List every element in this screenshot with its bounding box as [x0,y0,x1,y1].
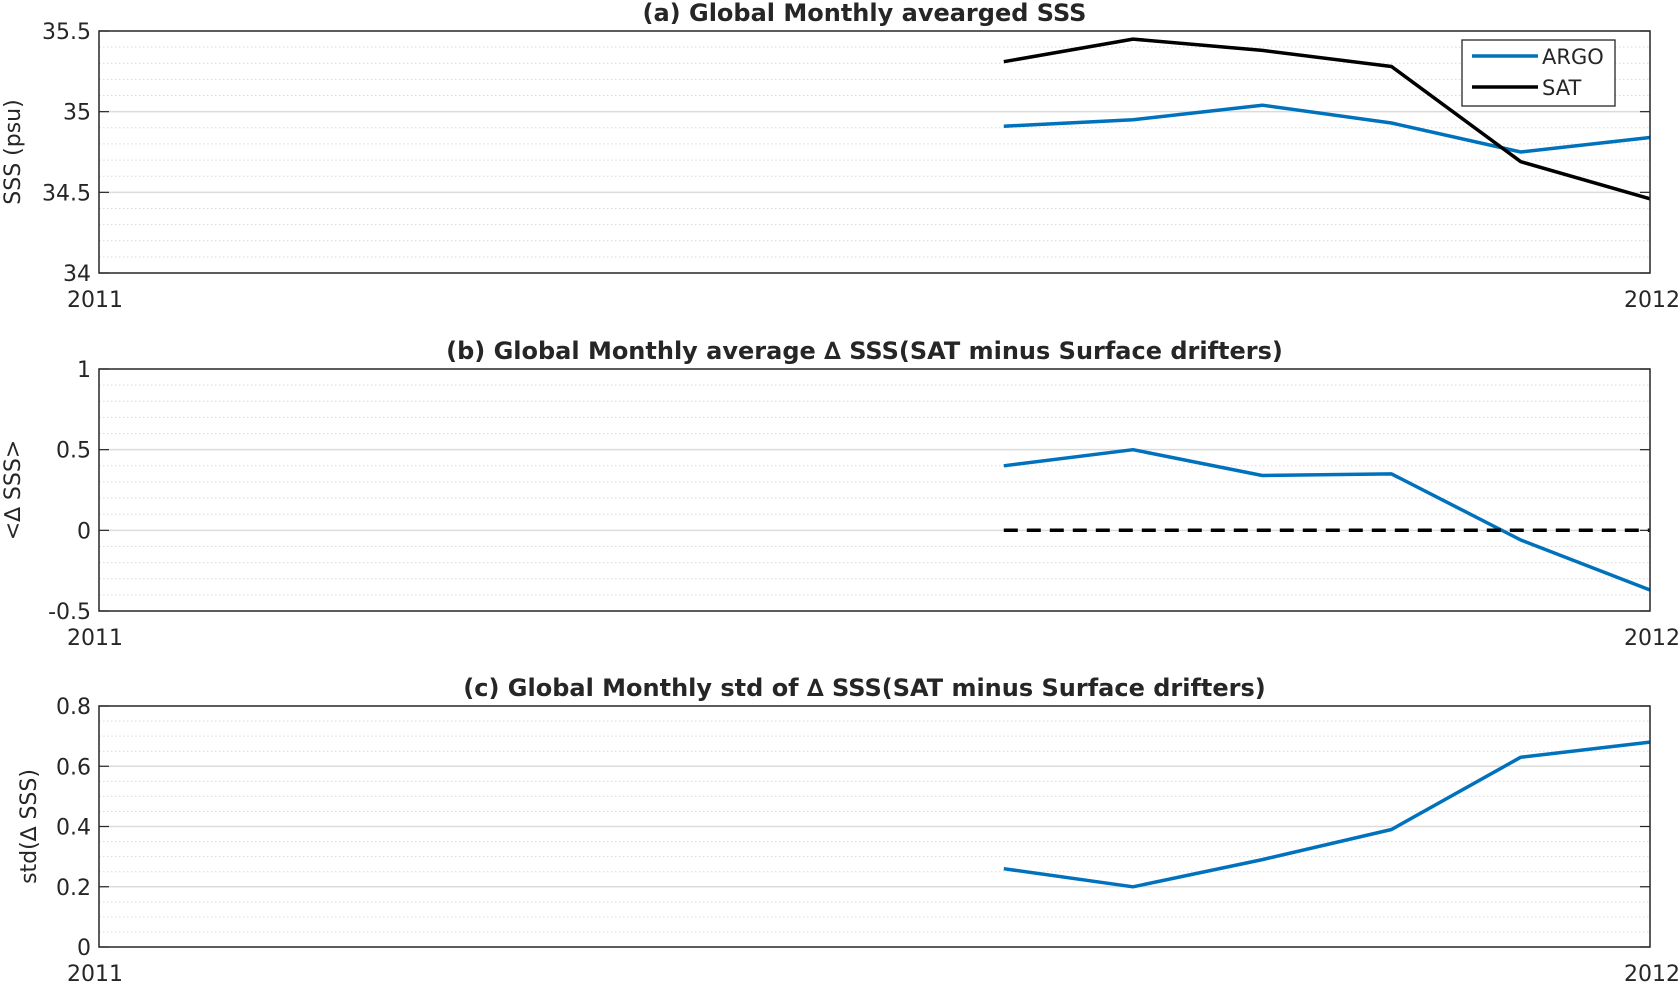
series-line-0 [1003,447,1651,592]
axes-box [98,368,1651,612]
y-tick-label: 35.5 [42,20,91,45]
series-line-argo [1003,103,1651,154]
x-tick-label: 2011 [67,962,123,982]
panel-b: -0.5 0 0.5 1 2011 2012 (b) Global Monthly aver… [1,337,1679,651]
x-tick-label: 2012 [1624,288,1679,313]
series-line-0 [1003,740,1651,889]
y-axis-label: SSS (psu) [1,99,26,204]
panel-c: 0 0.2 0.4 0.6 0.8 2011 2012 (c) Global Monthly … [17,674,1679,982]
legend-box [1461,39,1616,107]
legend-label-sat: SAT [1542,76,1581,100]
y-tick-label: 0 [77,936,91,961]
chart-title: (c) Global Monthly std of ∆ SSS(SAT minu… [463,674,1265,702]
panel-a: 34 34.5 35 35.5 2011 2012 (a) Global Monthly a… [1,0,1679,313]
series-line-sat [1003,37,1651,201]
y-tick-label: 0.5 [56,439,91,464]
x-tick-label: 2011 [67,288,123,313]
chart-title: (b) Global Monthly average ∆ SSS(SAT min… [446,337,1283,365]
x-tick-label: 2011 [67,626,123,651]
y-tick-label: 35 [63,101,91,126]
y-tick-label: -0.5 [48,600,91,625]
legend-label-argo: ARGO [1542,45,1604,69]
y-tick-label: 0 [77,519,91,544]
y-tick-label: 0.4 [56,816,91,841]
plot-area [99,369,1650,611]
y-tick-label: 0.2 [56,876,91,901]
plot-area [99,31,1650,273]
y-tick-label: 34 [63,262,91,287]
axes-box [98,30,1651,274]
chart-title: (a) Global Monthly avearged SSS [643,0,1087,27]
y-tick-label: 34.5 [42,181,91,206]
legend: ARGO SAT [1461,39,1616,107]
y-tick-label: 0.8 [56,695,91,720]
x-tick-label: 2012 [1624,626,1679,651]
y-axis-label: std(∆ SSS) [17,769,42,884]
y-tick-label: 1 [77,358,91,383]
y-tick-label: 0.6 [56,755,91,780]
y-axis-label: <∆ SSS> [1,440,26,540]
x-tick-label: 2012 [1624,962,1679,982]
